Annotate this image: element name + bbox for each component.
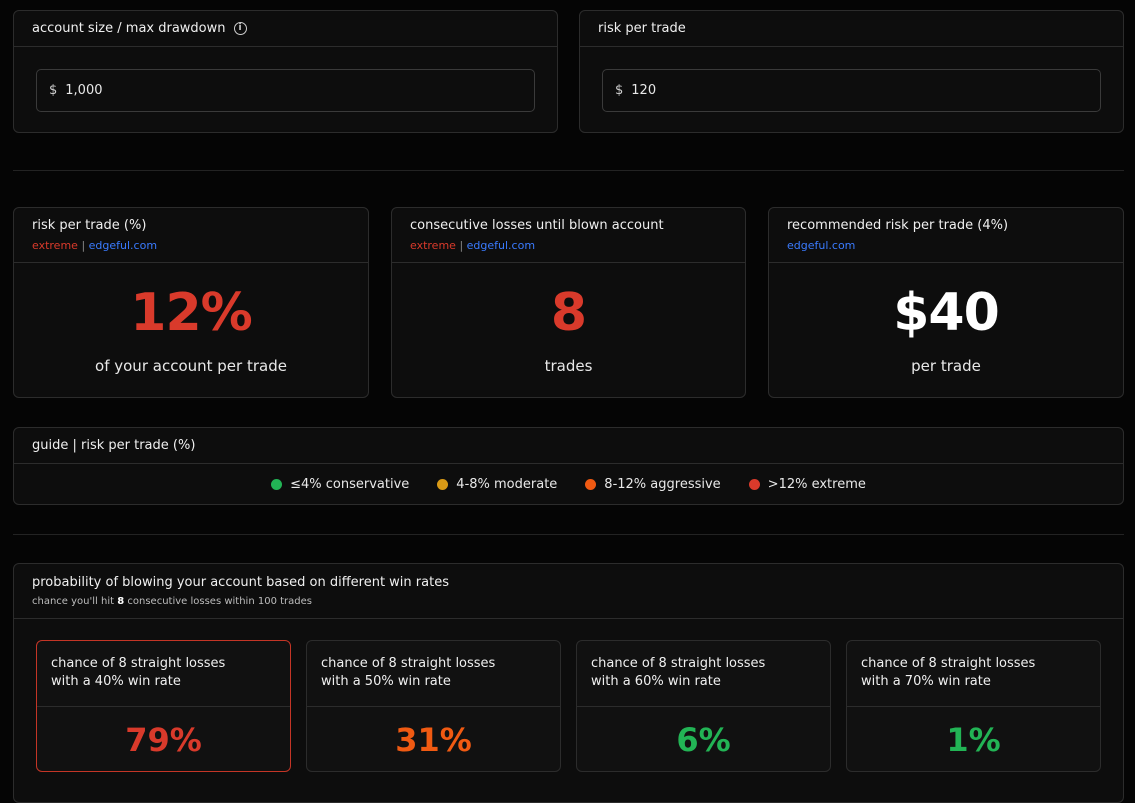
source-link[interactable]: edgeful.com	[787, 239, 856, 252]
probability-title: probability of blowing your account base…	[32, 575, 449, 590]
account-size-title: account size / max drawdown	[32, 21, 226, 36]
orange-dot-icon	[585, 478, 597, 490]
recommended-risk-value: $40	[893, 283, 1000, 343]
win-rate-50-card[interactable]: chance of 8 straight losses with a 50% w…	[306, 640, 561, 772]
account-size-card: account size / max drawdown i $	[13, 10, 558, 133]
guide-item-moderate: 4-8% moderate	[437, 477, 557, 492]
guide-title: guide | risk per trade (%)	[32, 438, 196, 453]
risk-level-tag: extreme	[32, 239, 78, 252]
recommended-risk-card: recommended risk per trade (4%) edgeful.…	[768, 207, 1124, 398]
section-divider	[13, 534, 1124, 535]
section-divider	[13, 170, 1124, 171]
risk-per-trade-input[interactable]: $	[602, 69, 1101, 112]
win-rate-40-card[interactable]: chance of 8 straight losses with a 40% w…	[36, 640, 291, 772]
guide-item-extreme: >12% extreme	[748, 477, 866, 492]
probability-value: 6%	[676, 721, 731, 759]
risk-per-trade-header: risk per trade	[580, 11, 1123, 47]
probability-value: 31%	[395, 721, 472, 759]
risk-percent-value: 12%	[130, 283, 252, 343]
consecutive-losses-label: trades	[544, 357, 593, 375]
risk-per-trade-card: risk per trade $	[579, 10, 1124, 133]
account-size-header: account size / max drawdown i	[14, 11, 557, 47]
guide-item-aggressive: 8-12% aggressive	[585, 477, 721, 492]
risk-percent-title: risk per trade (%)	[32, 218, 147, 233]
account-size-input[interactable]: $	[36, 69, 535, 112]
green-dot-icon	[271, 478, 283, 490]
currency-symbol: $	[615, 83, 624, 98]
currency-symbol: $	[49, 83, 58, 98]
win-rate-60-card[interactable]: chance of 8 straight losses with a 60% w…	[576, 640, 831, 772]
probability-card: probability of blowing your account base…	[13, 563, 1124, 803]
source-link[interactable]: edgeful.com	[88, 239, 158, 252]
recommended-risk-label: per trade	[911, 357, 981, 375]
win-rate-70-card[interactable]: chance of 8 straight losses with a 70% w…	[846, 640, 1101, 772]
source-link[interactable]: edgeful.com	[466, 239, 536, 252]
risk-level-tag: extreme	[410, 239, 456, 252]
info-icon[interactable]: i	[233, 22, 247, 35]
risk-per-trade-field[interactable]	[631, 83, 1088, 98]
risk-per-trade-title: risk per trade	[598, 21, 686, 36]
probability-value: 1%	[946, 721, 1001, 759]
guide-card: guide | risk per trade (%) ≤4% conservat…	[13, 427, 1124, 505]
account-size-field[interactable]	[65, 83, 522, 98]
consecutive-losses-card: consecutive losses until blown account e…	[391, 207, 746, 398]
recommended-risk-title: recommended risk per trade (4%)	[787, 218, 1009, 233]
risk-percent-label: of your account per trade	[95, 357, 287, 375]
consecutive-losses-title: consecutive losses until blown account	[410, 218, 664, 233]
probability-subtitle: chance you'll hit 8 consecutive losses w…	[32, 596, 312, 607]
red-dot-icon	[748, 478, 760, 490]
guide-item-conservative: ≤4% conservative	[271, 477, 409, 492]
guide-legend: ≤4% conservative 4-8% moderate 8-12% agg…	[14, 464, 1123, 504]
risk-percent-card: risk per trade (%) extreme | edgeful.com…	[13, 207, 369, 398]
probability-value: 79%	[125, 721, 202, 759]
yellow-dot-icon	[437, 478, 449, 490]
consecutive-losses-value: 8	[550, 283, 587, 343]
